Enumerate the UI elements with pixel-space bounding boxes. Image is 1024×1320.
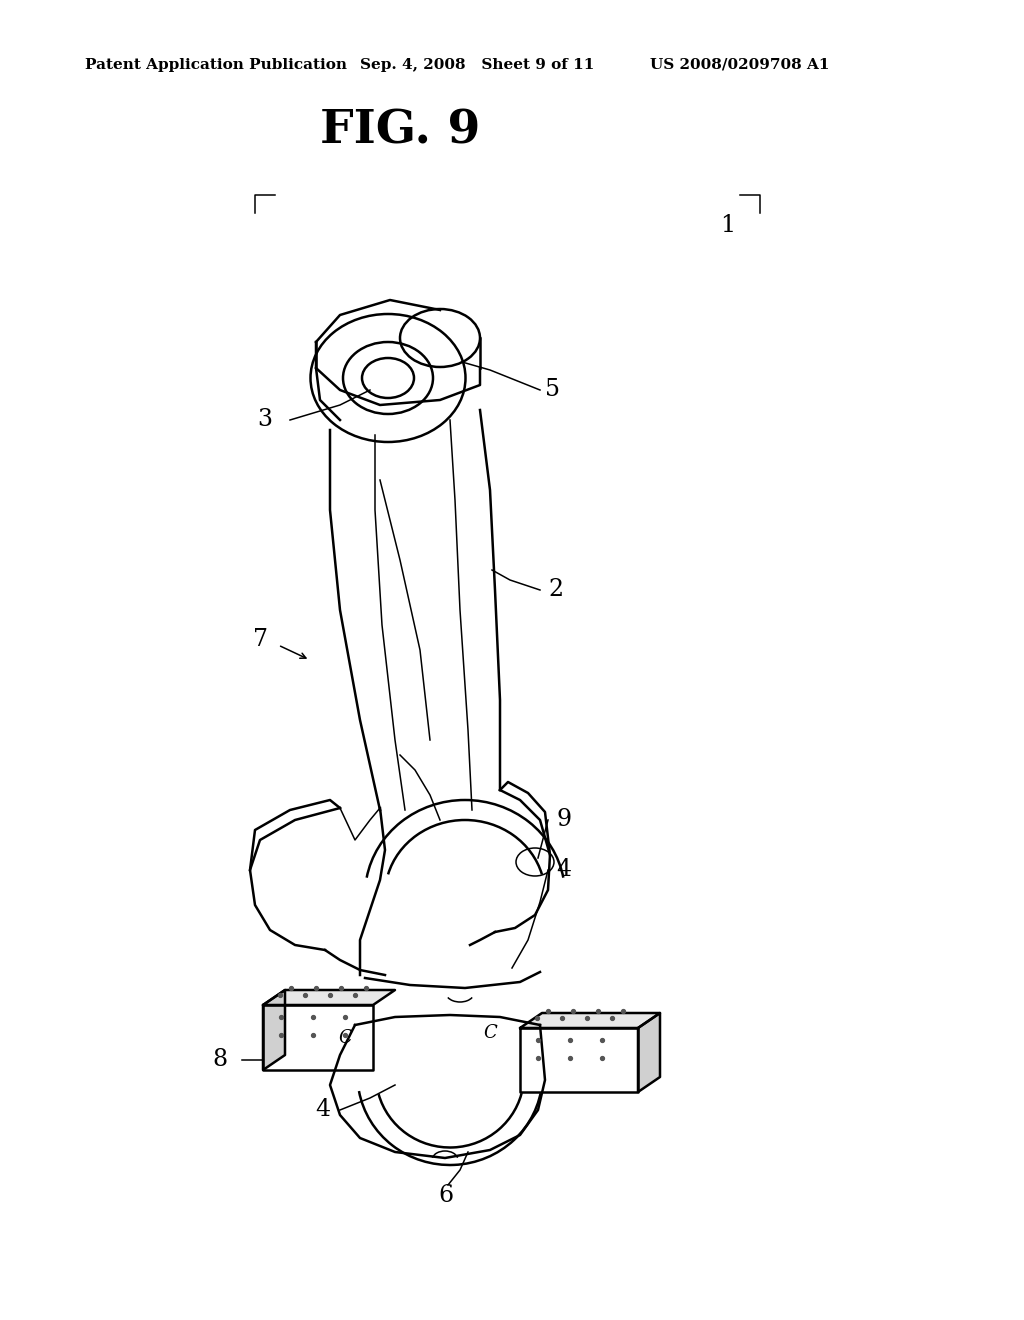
Text: US 2008/0209708 A1: US 2008/0209708 A1 [650, 58, 829, 73]
Text: 7: 7 [253, 628, 268, 652]
Polygon shape [263, 990, 285, 1071]
Polygon shape [263, 1005, 373, 1071]
Polygon shape [520, 1012, 660, 1028]
Text: Sep. 4, 2008   Sheet 9 of 11: Sep. 4, 2008 Sheet 9 of 11 [360, 58, 594, 73]
Text: 2: 2 [548, 578, 563, 602]
Text: 4: 4 [314, 1098, 330, 1122]
Text: 1: 1 [720, 214, 735, 236]
Text: 3: 3 [257, 408, 272, 432]
Text: 6: 6 [438, 1184, 454, 1206]
Text: 4: 4 [556, 858, 571, 882]
Text: 8: 8 [213, 1048, 228, 1072]
Polygon shape [520, 1028, 638, 1092]
Polygon shape [638, 1012, 660, 1092]
Text: FIG. 9: FIG. 9 [319, 107, 480, 153]
Text: 9: 9 [556, 808, 571, 832]
Text: 5: 5 [545, 379, 560, 401]
Polygon shape [263, 990, 395, 1005]
Text: C: C [338, 1030, 352, 1047]
Text: Patent Application Publication: Patent Application Publication [85, 58, 347, 73]
Text: C: C [483, 1024, 497, 1041]
